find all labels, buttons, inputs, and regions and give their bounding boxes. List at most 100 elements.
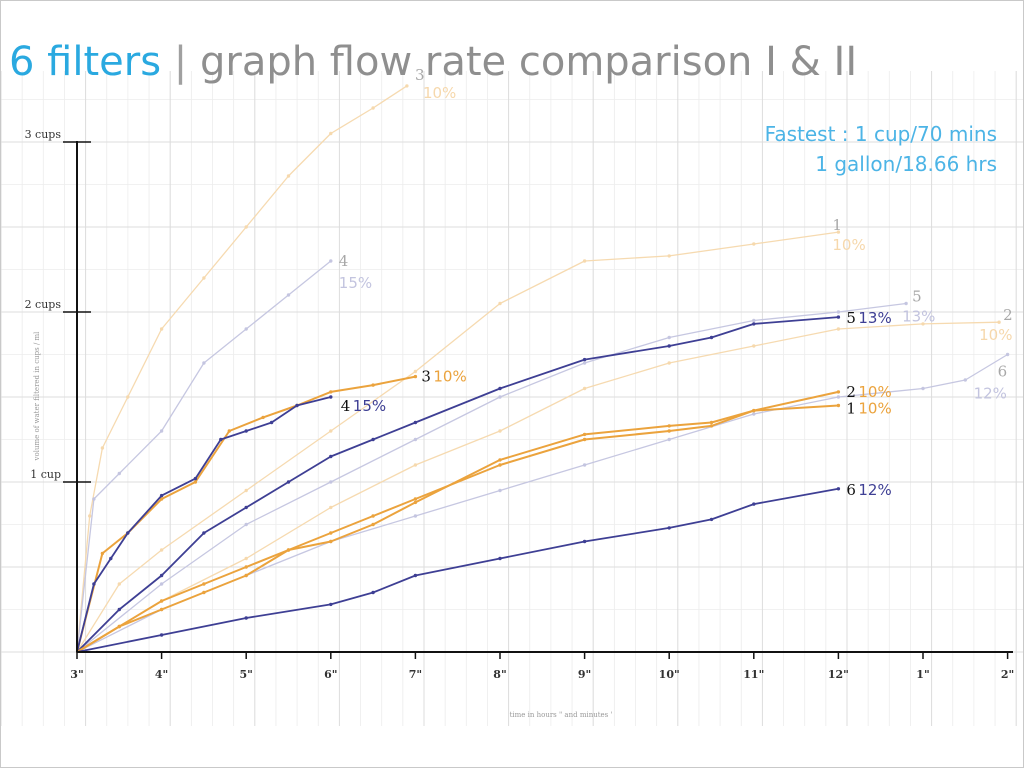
series-label-number: 4 <box>341 397 351 415</box>
series-label-percent: 13% <box>902 308 935 326</box>
data-point <box>582 539 587 544</box>
data-point <box>193 476 198 481</box>
data-point <box>582 432 587 437</box>
data-point <box>117 624 122 629</box>
data-point <box>100 446 105 450</box>
y-tick-label: 3 cups <box>25 128 62 141</box>
data-point <box>261 415 265 420</box>
x-tick-label: 12" <box>828 668 849 681</box>
data-point <box>244 225 248 229</box>
data-point <box>109 556 113 561</box>
series-label-number: 3 <box>421 368 431 386</box>
data-point <box>92 582 96 586</box>
series-label-percent: 10% <box>979 326 1012 344</box>
data-point <box>244 565 248 569</box>
series-label-number: 5 <box>912 288 922 306</box>
data-point <box>752 412 756 416</box>
data-point <box>582 361 587 365</box>
series-line-I-5 <box>76 302 907 653</box>
data-point <box>582 437 587 442</box>
data-point <box>159 573 164 578</box>
data-point <box>667 335 671 340</box>
data-point <box>413 500 418 505</box>
data-point <box>498 556 502 561</box>
series-lines <box>76 84 1010 653</box>
data-point <box>498 488 502 493</box>
data-point <box>836 230 841 234</box>
data-point <box>413 369 418 374</box>
data-point <box>159 548 164 552</box>
data-point <box>582 386 587 391</box>
data-point <box>329 131 333 136</box>
data-point <box>752 318 756 323</box>
note-line-2: 1 gallon/18.66 hrs <box>815 152 997 176</box>
slide-title: 6 filters | graph flow rate comparison I… <box>9 39 857 85</box>
data-point <box>329 480 333 484</box>
data-point <box>413 374 418 379</box>
series-label-percent: 12% <box>858 481 891 499</box>
data-point <box>667 254 671 258</box>
x-tick-label: 3" <box>70 668 83 681</box>
data-point <box>371 522 375 527</box>
data-point <box>667 344 671 348</box>
data-point <box>836 403 841 408</box>
data-point <box>371 383 375 387</box>
series-label-number: 2 <box>846 383 856 401</box>
data-point <box>582 463 587 467</box>
data-point <box>371 437 375 442</box>
data-point <box>498 463 502 467</box>
data-point <box>159 582 164 586</box>
data-point <box>202 582 206 586</box>
data-point <box>329 539 333 544</box>
series-label-percent: 10% <box>832 236 865 254</box>
series-end-labels: 310%415%110%513% 210%612%3 10%4 15%5 13%2 10%… <box>339 66 1013 499</box>
data-point <box>413 573 418 578</box>
series-label-number: 3 <box>415 66 425 84</box>
data-point <box>498 458 502 462</box>
series-label-number: 1 <box>832 216 842 234</box>
data-point <box>244 429 248 433</box>
data-point <box>498 301 502 306</box>
series-line-I-4 <box>76 260 332 653</box>
data-point <box>100 551 105 556</box>
data-point <box>413 497 418 501</box>
series-line-I-2 <box>76 321 1000 653</box>
data-point <box>244 488 248 493</box>
data-point <box>752 242 756 246</box>
series-label-number: 1 <box>846 400 856 418</box>
note-line-1: Fastest : 1 cup/70 mins <box>764 122 997 146</box>
x-tick-label: 4" <box>155 668 168 681</box>
data-point <box>193 480 198 484</box>
data-point <box>709 517 714 522</box>
data-point <box>202 590 206 595</box>
series-label-percent: 10% <box>858 383 891 401</box>
data-point <box>244 522 248 527</box>
x-tick-label: 8" <box>493 668 506 681</box>
data-point <box>329 531 333 535</box>
data-point <box>1005 352 1010 357</box>
data-point <box>295 403 299 408</box>
series-label-number: 5 <box>846 309 856 327</box>
series-label-percent: 10% <box>858 400 891 418</box>
data-point <box>88 514 92 518</box>
y-axis-title: volume of water filtered in cups / ml <box>33 331 41 462</box>
data-point <box>963 378 967 382</box>
series-line-II-6 <box>76 487 840 653</box>
data-point <box>286 174 291 178</box>
series-label-number: 4 <box>339 252 349 270</box>
title-separator: | <box>173 39 188 85</box>
data-point <box>582 259 587 263</box>
data-point <box>126 531 130 535</box>
data-point <box>752 322 756 326</box>
data-point <box>921 322 925 326</box>
data-point <box>159 497 164 501</box>
data-point <box>836 390 841 394</box>
data-point <box>329 395 333 399</box>
data-point <box>117 607 122 612</box>
data-point <box>498 395 502 399</box>
axes: 3" 4" 5" 6" 7" 8" 9" 10" 11" 12" 1" 2" 1 cup 2 cups 3 … <box>25 128 1015 719</box>
series-label-number: 6 <box>998 363 1008 381</box>
data-point <box>159 327 164 331</box>
y-tick-label: 1 cup <box>30 468 61 481</box>
data-point <box>329 429 333 433</box>
